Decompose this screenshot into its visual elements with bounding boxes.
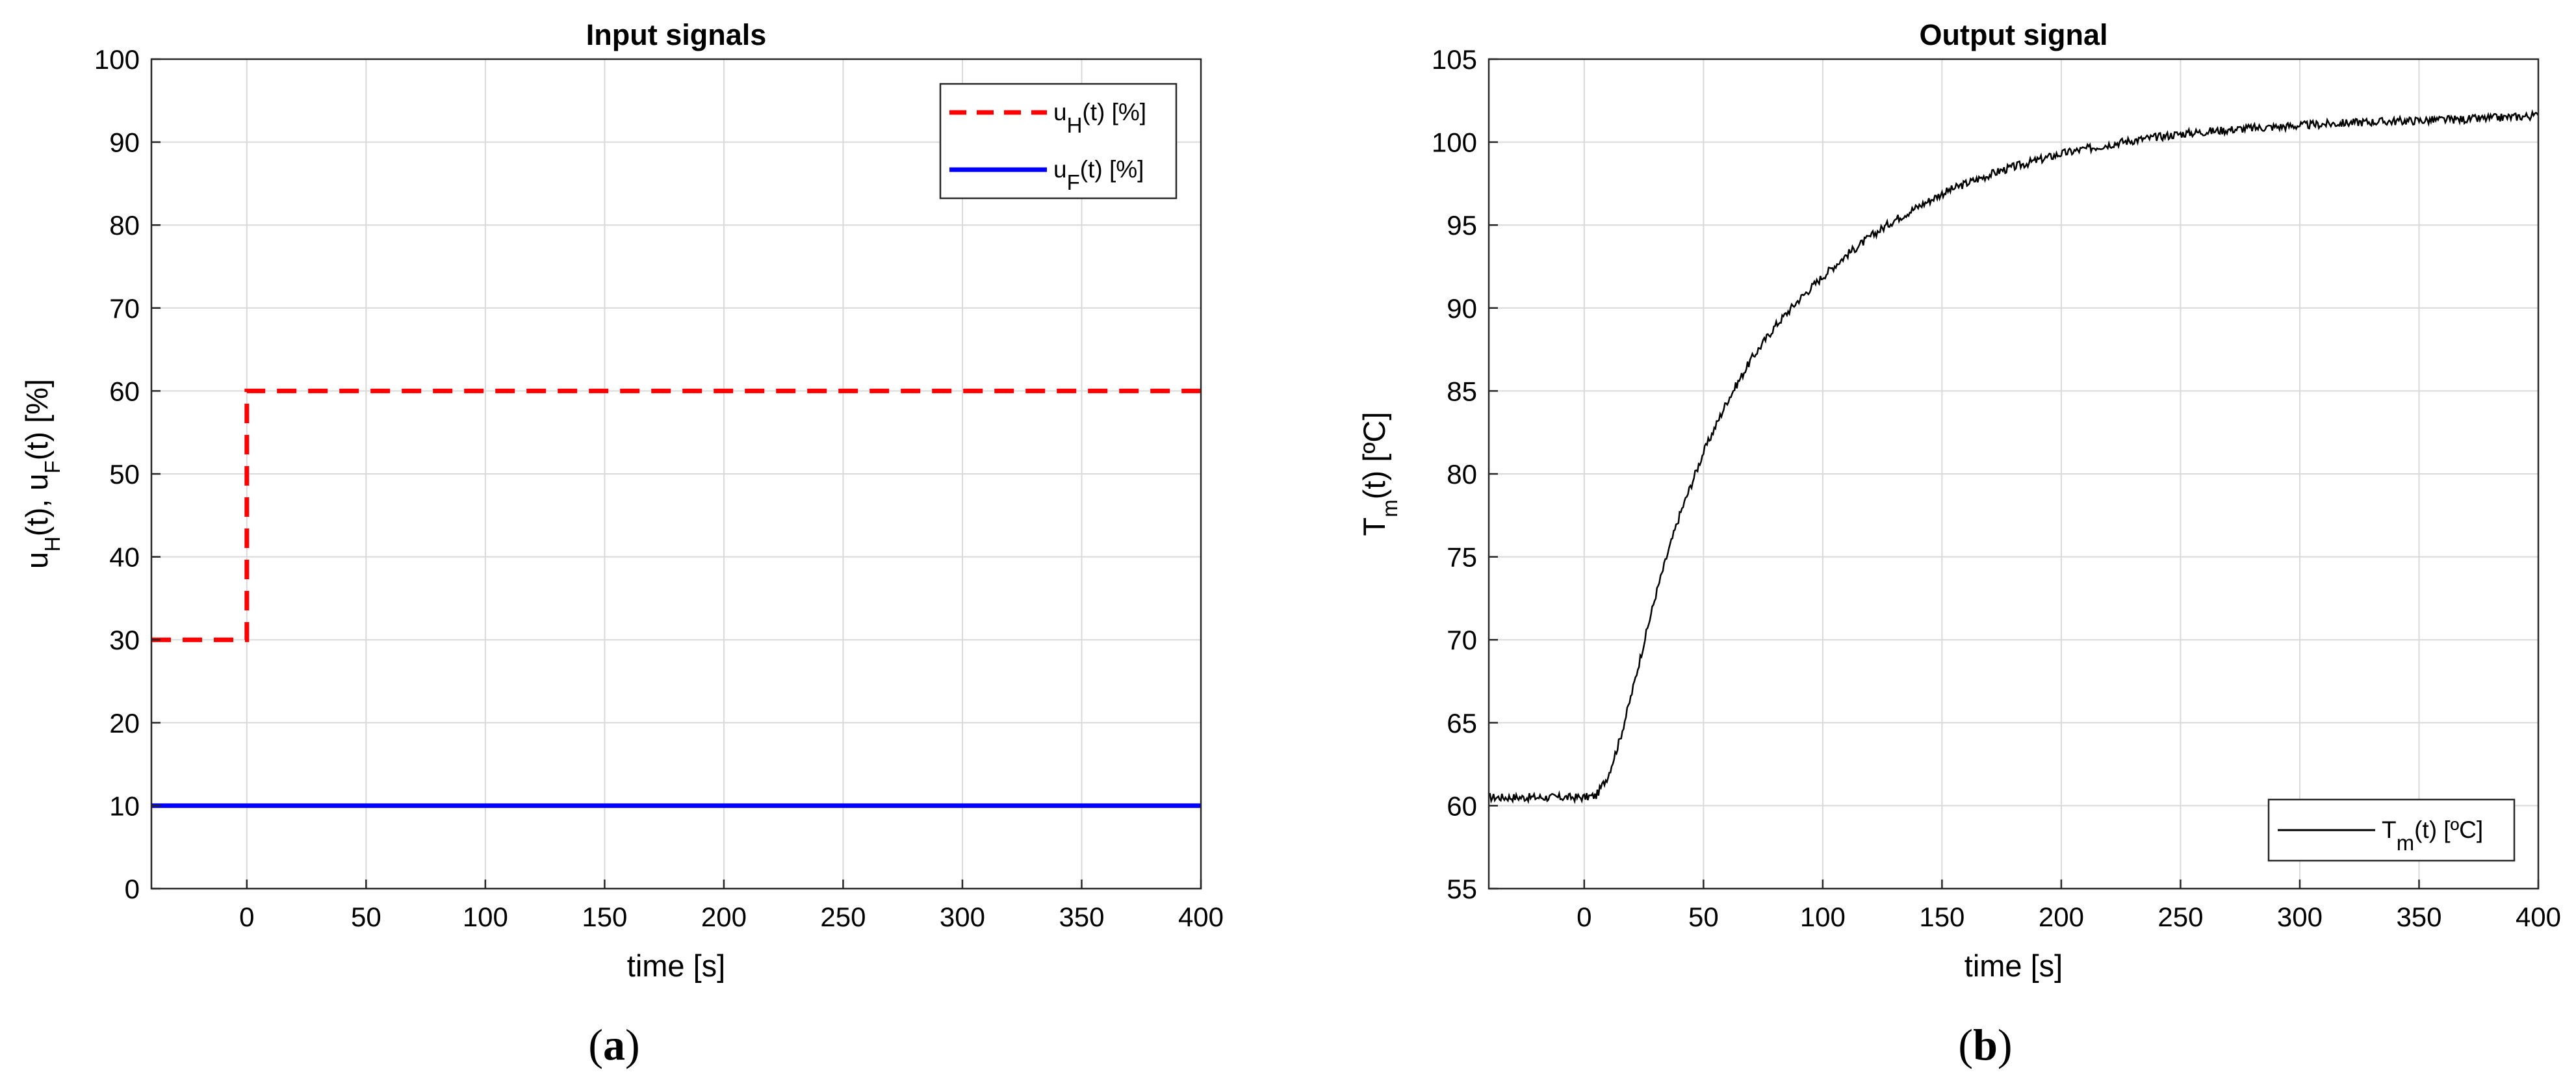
x-tick-label: 350	[1059, 902, 1104, 932]
y-tick-label: 60	[1447, 790, 1477, 821]
y-tick-label: 90	[1447, 293, 1477, 324]
x-tick-label: 200	[2039, 902, 2084, 932]
panel-caption: (a)	[588, 1020, 639, 1069]
legend-label: uF(t) [%]	[1053, 156, 1144, 194]
x-tick-label: 300	[940, 902, 985, 932]
y-tick-label: 80	[1447, 459, 1477, 489]
y-tick-label: 75	[1447, 542, 1477, 573]
y-tick-label: 100	[94, 44, 140, 75]
y-tick-label: 95	[1447, 210, 1477, 241]
y-tick-label: 105	[1432, 44, 1477, 75]
legend-label: uH(t) [%]	[1053, 99, 1146, 137]
y-axis-label: uH(t), uF(t) [%]	[19, 379, 64, 569]
panel-b: 0 50 100 150 200 250 300 350 400 55 60 65 70 75 80 85 90…	[1357, 18, 2561, 1069]
y-tick-label: 70	[1447, 625, 1477, 655]
legend-box	[939, 83, 1178, 200]
legend-label: Tm(t) [ºC]	[2382, 816, 2483, 855]
x-tick-label: 150	[582, 902, 627, 932]
series-line-0	[151, 388, 1201, 642]
chart-title: Input signals	[586, 18, 767, 51]
y-tick-label: 0	[125, 874, 140, 904]
y-tick-label: 90	[109, 127, 140, 158]
panel-a: 0 50 100 150 200 250 300 350 400 0 10 20 30 40 50 60 70 8…	[19, 18, 1224, 1069]
x-tick-label: 150	[1919, 902, 1964, 932]
x-tick-label: 350	[2396, 902, 2441, 932]
x-axis-label: time [s]	[627, 948, 725, 983]
x-tick-label: 100	[463, 902, 508, 932]
chart-title: Output signal	[1920, 18, 2108, 51]
x-tick-label: 50	[1688, 902, 1719, 932]
y-tick-label: 65	[1447, 708, 1477, 738]
y-tick-label: 50	[109, 459, 140, 489]
x-tick-label: 0	[1577, 902, 1591, 932]
y-tick-label: 60	[109, 376, 140, 406]
x-tick-label: 250	[820, 902, 866, 932]
y-tick-label: 70	[109, 293, 140, 324]
y-tick-label: 40	[109, 542, 140, 573]
x-tick-label: 200	[701, 902, 747, 932]
y-tick-label: 100	[1432, 127, 1477, 158]
x-tick-label: 400	[1178, 902, 1224, 932]
y-axis-label: Tm(t) [ºC]	[1357, 412, 1402, 536]
y-tick-label: 20	[109, 708, 140, 738]
y-tick-label: 80	[109, 210, 140, 241]
y-tick-label: 55	[1447, 874, 1477, 904]
x-tick-label: 300	[2277, 902, 2323, 932]
x-axis-label: time [s]	[1964, 948, 2063, 983]
panel-caption: (b)	[1958, 1020, 2012, 1069]
x-tick-label: 100	[1800, 902, 1846, 932]
x-tick-label: 250	[2157, 902, 2203, 932]
series-line-0	[1489, 109, 2538, 805]
y-tick-label: 10	[109, 790, 140, 821]
x-tick-label: 0	[239, 902, 254, 932]
x-tick-label: 400	[2516, 902, 2561, 932]
y-tick-label: 30	[109, 625, 140, 655]
legend: Tm(t) [ºC]	[2267, 798, 2516, 862]
x-tick-label: 50	[351, 902, 381, 932]
y-tick-label: 85	[1447, 376, 1477, 406]
legend: uH(t) [%] uF(t) [%]	[939, 83, 1178, 200]
